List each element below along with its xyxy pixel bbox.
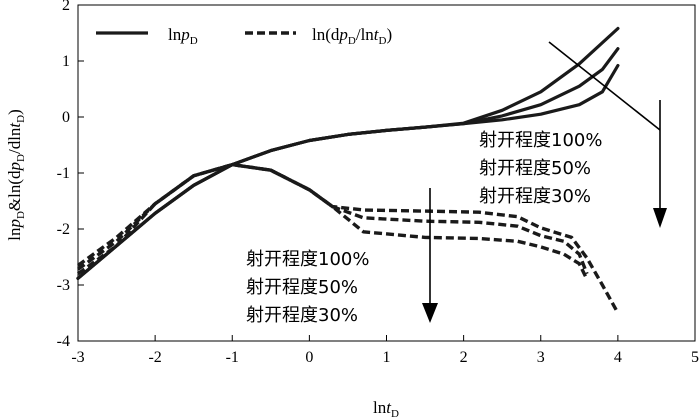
x-tick-label: 5 xyxy=(691,349,699,366)
derivative-annotation-line-2: 射开程度50% xyxy=(246,277,358,298)
pressure-annotation-line-1: 射开程度100% xyxy=(479,130,602,151)
y-tick-label: 1 xyxy=(62,53,70,70)
pressure-arrow xyxy=(548,41,667,228)
x-axis-title: lntD xyxy=(373,398,399,419)
x-tick-label: -3 xyxy=(71,349,84,366)
x-tick-label: 0 xyxy=(305,349,313,366)
pressure-arrow-head xyxy=(653,208,667,228)
y-axis-title: lnpD&ln(dpD/dlntD) xyxy=(5,109,27,241)
y-tick-label: 0 xyxy=(62,109,70,126)
pressure-annotation-line-2: 射开程度50% xyxy=(479,158,591,179)
x-tick-label: -1 xyxy=(226,349,239,366)
pressure-curve-1 xyxy=(76,26,620,280)
x-tick-label: -2 xyxy=(148,349,161,366)
y-tick-label: -2 xyxy=(57,221,70,238)
y-tick-label: 2 xyxy=(62,0,70,14)
derivative-arrow-head xyxy=(422,303,438,323)
derivative-arrow xyxy=(422,188,438,323)
y-tick-label: -1 xyxy=(57,165,70,182)
x-axis-ticks: -3 -2 -1 0 1 2 3 4 5 xyxy=(71,335,699,366)
x-tick-label: 2 xyxy=(460,349,468,366)
series-layer xyxy=(76,26,620,314)
y-tick-label: -4 xyxy=(57,333,70,350)
y-tick-label: -3 xyxy=(57,277,70,294)
pressure-annotation-line-3: 射开程度30% xyxy=(479,186,591,207)
derivative-annotation-line-1: 射开程度100% xyxy=(246,249,369,270)
derivative-annotation: 射开程度100% 射开程度50% 射开程度30% xyxy=(246,249,369,326)
pressure-annotation: 射开程度100% 射开程度50% 射开程度30% xyxy=(479,130,602,207)
plot-frame xyxy=(77,4,696,342)
x-tick-label: 3 xyxy=(537,349,545,366)
legend-label-derivative: ln(dpD/lntD) xyxy=(312,25,392,47)
x-tick-label: 4 xyxy=(614,349,622,366)
derivative-curve-3 xyxy=(77,162,589,281)
y-axis-ticks: -4 -3 -2 -1 0 1 2 xyxy=(57,0,84,350)
pressure-curve-3 xyxy=(76,63,620,280)
derivative-annotation-line-3: 射开程度30% xyxy=(246,305,358,326)
legend: lnpD ln(dpD/lntD) xyxy=(96,25,392,47)
x-tick-label: 1 xyxy=(383,349,391,366)
legend-label-pressure: lnpD xyxy=(168,25,198,47)
pressure-arrow-diagonal xyxy=(548,41,661,131)
